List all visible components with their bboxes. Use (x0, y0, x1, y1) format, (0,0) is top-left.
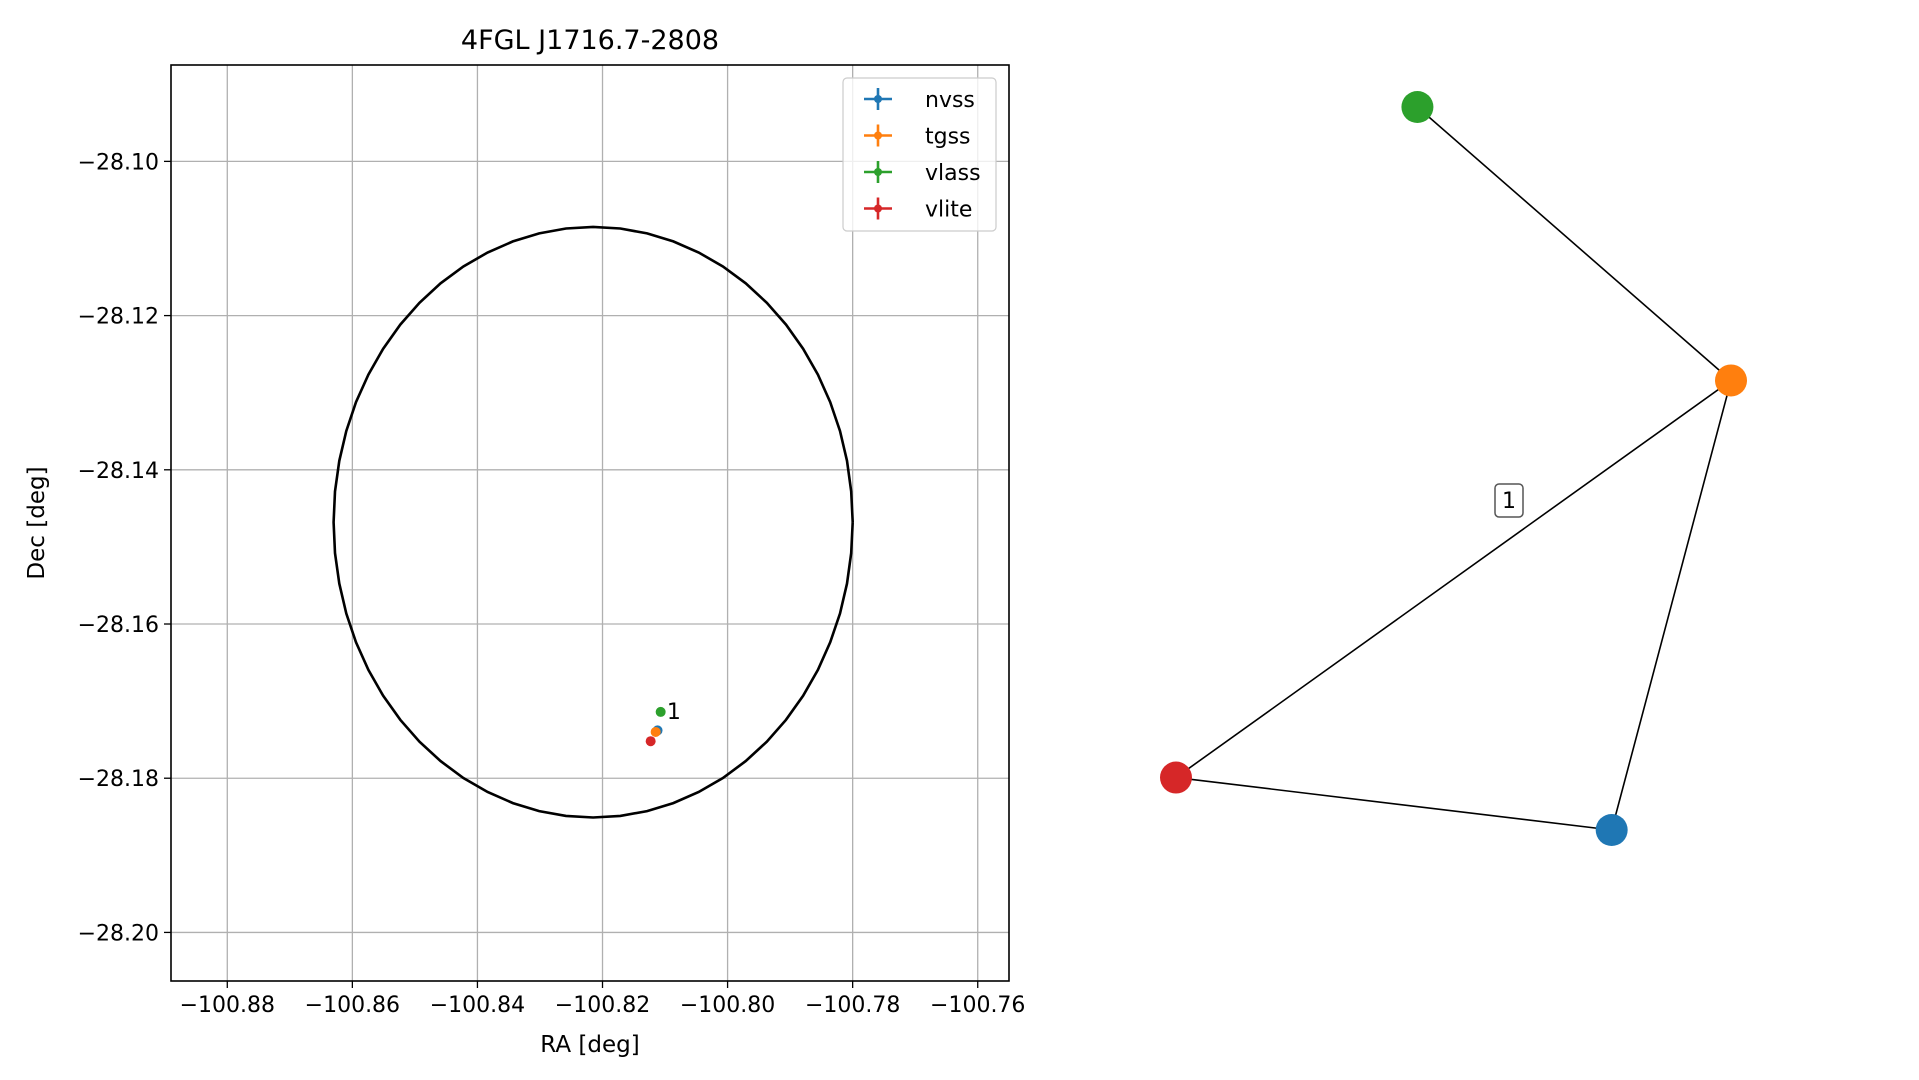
legend-box (842, 77, 997, 232)
legend-marker-dot (874, 204, 882, 213)
y-tick-label: −28.14 (78, 459, 159, 484)
edge-vlass-tgss (1416, 106, 1732, 382)
legend-item-nvss: nvss (864, 88, 975, 113)
edge-tgss-nvss (1610, 380, 1732, 831)
x-tick-label: −100.76 (930, 993, 1025, 1018)
edge-label-tgss-vlite: 1 (1494, 483, 1524, 518)
x-tick-label: −100.88 (180, 993, 275, 1018)
annotations: 1 (667, 700, 681, 725)
x-tick-label: −100.80 (680, 993, 775, 1018)
legend-label: nvss (925, 88, 975, 113)
point-annotation: 1 (667, 700, 681, 725)
y-tick-label: −28.16 (78, 613, 159, 638)
source-network-graph: 1 (1160, 91, 1747, 846)
y-tick-label: −28.10 (78, 150, 159, 175)
plot-frame (170, 64, 1010, 982)
legend-item-vlite: vlite (864, 197, 972, 223)
vlite-point (645, 736, 656, 747)
y-tick-label: −28.18 (78, 767, 159, 792)
sky-position-plot: 4FGL J1716.7-2808 1 −100.88 −100.86 −100.8… (24, 25, 1025, 1058)
y-axis-label: Dec [deg] (24, 466, 50, 579)
network-nodes (1160, 91, 1747, 846)
source-points (645, 706, 666, 747)
tgss-point (650, 726, 661, 737)
edge-vlite-nvss (1175, 776, 1612, 831)
y-axis-ticks: −28.10 −28.12 −28.14 −28.16 −28.18 −28.20 (78, 150, 171, 946)
x-tick-label: −100.82 (555, 993, 650, 1018)
x-tick-label: −100.78 (805, 993, 900, 1018)
edge-tgss-vlite (1175, 379, 1732, 779)
legend-label: tgss (925, 125, 971, 150)
edge-label-box (1494, 483, 1524, 518)
x-axis-ticks: −100.88 −100.86 −100.84 −100.82 −100.80 −100.… (180, 981, 1025, 1018)
y-tick-label: −28.12 (78, 305, 159, 330)
error-ellipse (332, 225, 854, 819)
legend-marker-dot (874, 168, 882, 176)
legend-label: vlite (925, 198, 972, 223)
legend-marker-dot (874, 131, 882, 140)
network-edge-labels: 1 (1494, 483, 1524, 518)
edge-label-text: 1 (1502, 489, 1516, 514)
network-edges (1175, 106, 1732, 831)
x-tick-label: −100.86 (305, 993, 400, 1018)
legend-label: vlass (925, 161, 981, 186)
node-vlass (1401, 91, 1434, 123)
x-tick-label: −100.84 (430, 993, 525, 1018)
error-ellipse-outline (332, 225, 854, 819)
vlass-point (655, 706, 666, 717)
legend-item-tgss: tgss (864, 124, 971, 150)
x-axis-label: RA [deg] (540, 1032, 639, 1058)
y-tick-label: −28.20 (78, 921, 159, 946)
node-vlite (1160, 761, 1192, 794)
legend-item-vlass: vlass (864, 161, 981, 186)
legend: nvss tgss vlass vlite (842, 77, 997, 232)
legend-marker-dot (874, 95, 882, 103)
node-tgss (1715, 364, 1747, 397)
plot-title: 4FGL J1716.7-2808 (461, 25, 719, 56)
node-nvss (1595, 814, 1628, 846)
